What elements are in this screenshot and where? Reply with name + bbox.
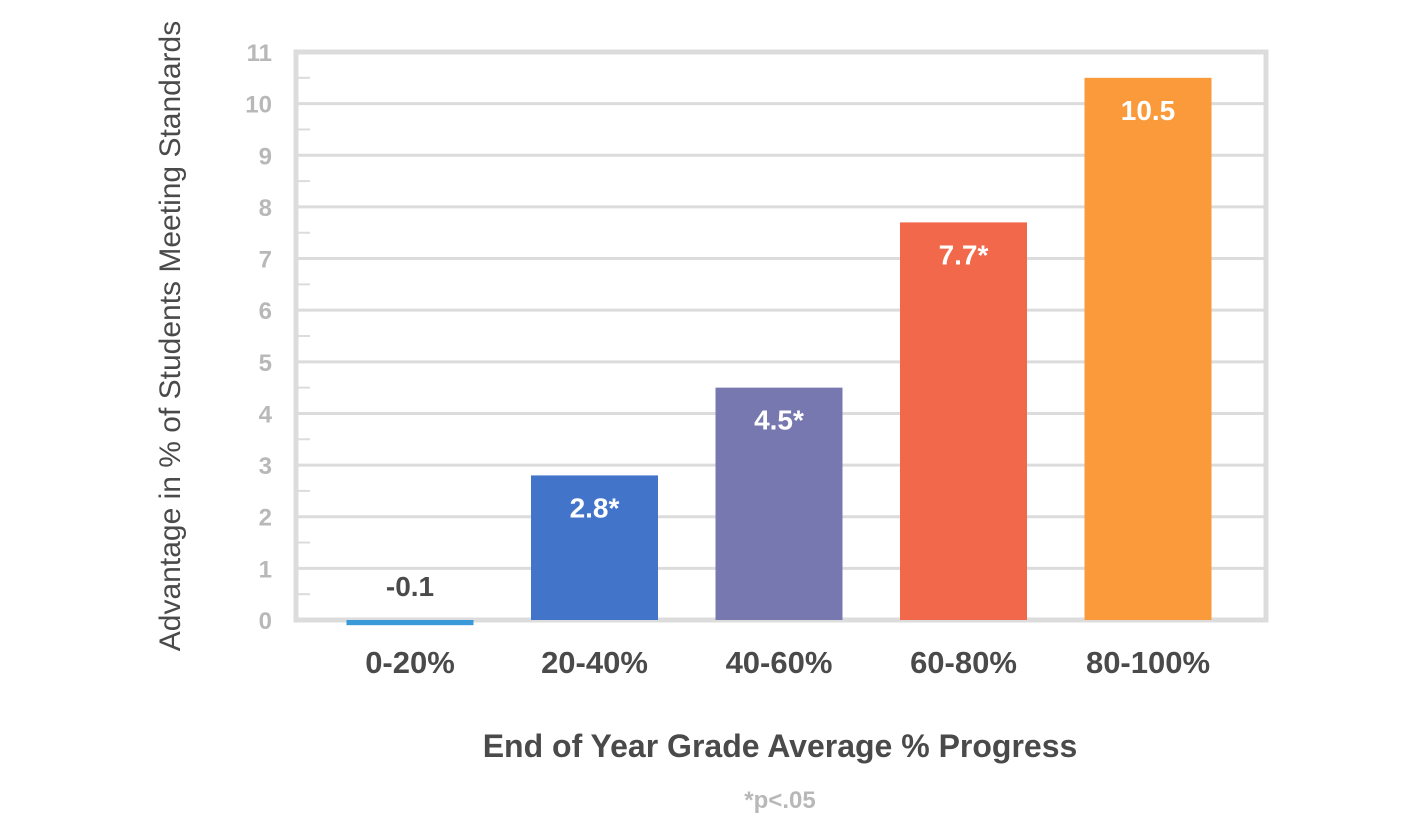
x-tick-labels: 0-20% 20-40% 40-60% 60-80% 80-100% (365, 645, 1210, 680)
x-tick-label: 40-60% (726, 645, 833, 680)
y-tick-labels: 0 1 2 3 4 5 6 7 8 9 10 11 (245, 40, 272, 635)
x-tick-label: 0-20% (365, 645, 455, 680)
data-label: 4.5* (754, 405, 804, 436)
data-label: 7.7* (939, 239, 989, 270)
data-labels: -0.1 2.8* 4.5* 7.7* 10.5 (386, 95, 1175, 602)
significance-footnote: *p<.05 (744, 787, 815, 814)
bar-0-20 (346, 620, 474, 626)
bar-20-40 (531, 475, 658, 620)
bar-60-80 (900, 222, 1027, 620)
x-tick-label: 60-80% (910, 645, 1017, 680)
y-tick-label: 6 (259, 298, 272, 325)
y-tick-label: 0 (259, 608, 272, 635)
y-tick-label: 11 (247, 40, 272, 67)
bar-80-100 (1084, 77, 1212, 621)
data-label: -0.1 (386, 571, 434, 602)
y-tick-label: 1 (259, 556, 272, 583)
y-tick-label: 10 (245, 92, 272, 119)
y-tick-label: 4 (259, 401, 273, 428)
y-tick-label: 3 (259, 453, 272, 480)
y-tick-label: 2 (259, 505, 272, 532)
y-tick-label: 5 (259, 350, 272, 377)
y-axis-title: Advantage in % of Students Meeting Stand… (154, 21, 187, 651)
bar-40-60 (715, 387, 843, 620)
minor-ticks (296, 51, 310, 596)
bars (346, 77, 1212, 626)
x-tick-label: 80-100% (1086, 645, 1210, 680)
y-tick-label: 8 (259, 195, 272, 222)
data-label: 10.5 (1121, 95, 1176, 126)
data-label: 2.8* (570, 492, 620, 523)
y-tick-label: 7 (259, 247, 272, 274)
x-axis-title: End of Year Grade Average % Progress (483, 728, 1078, 764)
y-tick-label: 9 (259, 143, 272, 170)
x-tick-label: 20-40% (541, 645, 648, 680)
